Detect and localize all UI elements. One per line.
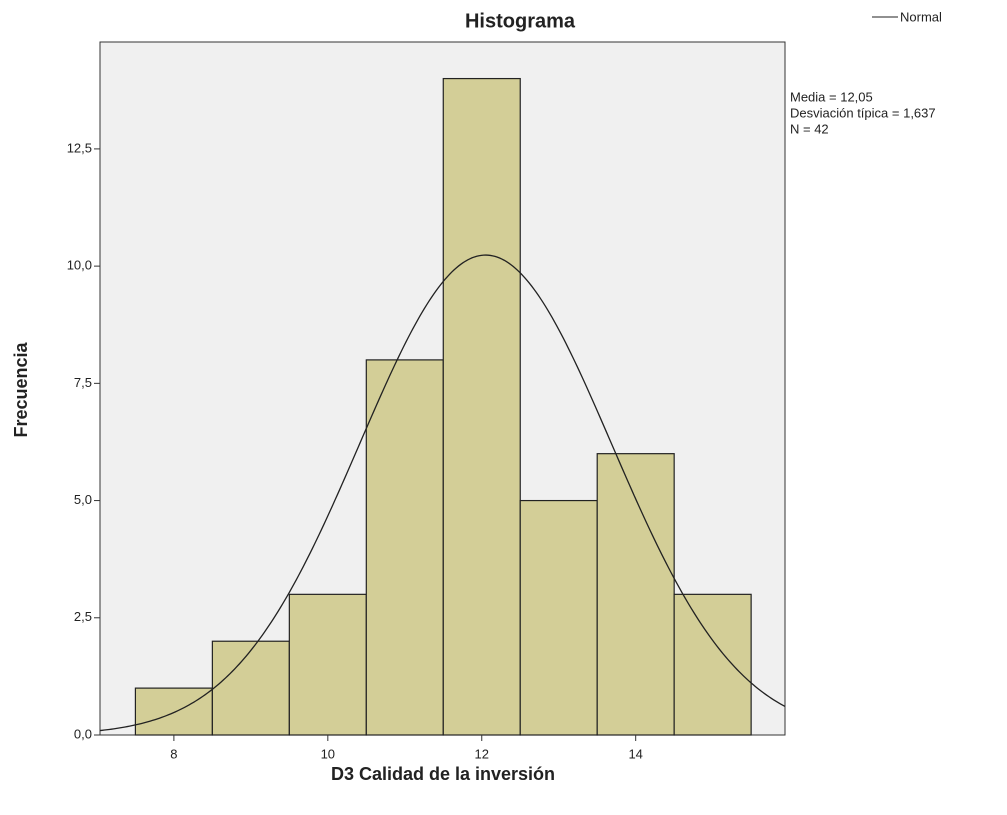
annotation: Media = 12,05 xyxy=(790,89,873,104)
x-tick-label: 10 xyxy=(321,746,335,761)
bar xyxy=(596,453,675,736)
x-tick-label: 8 xyxy=(170,746,177,761)
bar xyxy=(211,640,290,736)
y-tick-label: 7,5 xyxy=(74,375,92,390)
annotation: N = 42 xyxy=(790,121,829,136)
bar xyxy=(442,77,521,736)
y-tick-label: 5,0 xyxy=(74,492,92,507)
chart-title: Histograma xyxy=(465,10,576,32)
bar xyxy=(288,593,367,736)
x-axis-label: D3 Calidad de la inversión xyxy=(331,764,555,784)
legend-label: Normal xyxy=(900,9,942,24)
y-tick-label: 0,0 xyxy=(74,726,92,741)
y-tick-label: 2,5 xyxy=(74,609,92,624)
bar xyxy=(134,687,213,736)
bar xyxy=(519,499,598,736)
bar xyxy=(365,359,444,736)
x-tick-label: 14 xyxy=(628,746,642,761)
y-axis-label: Frecuencia xyxy=(11,341,31,437)
bar xyxy=(673,593,752,736)
y-tick-label: 10,0 xyxy=(67,258,92,273)
y-tick-label: 12,5 xyxy=(67,140,92,155)
annotation: Desviación típica = 1,637 xyxy=(790,105,936,120)
normal-curve xyxy=(99,254,786,732)
x-tick-label: 12 xyxy=(475,746,489,761)
